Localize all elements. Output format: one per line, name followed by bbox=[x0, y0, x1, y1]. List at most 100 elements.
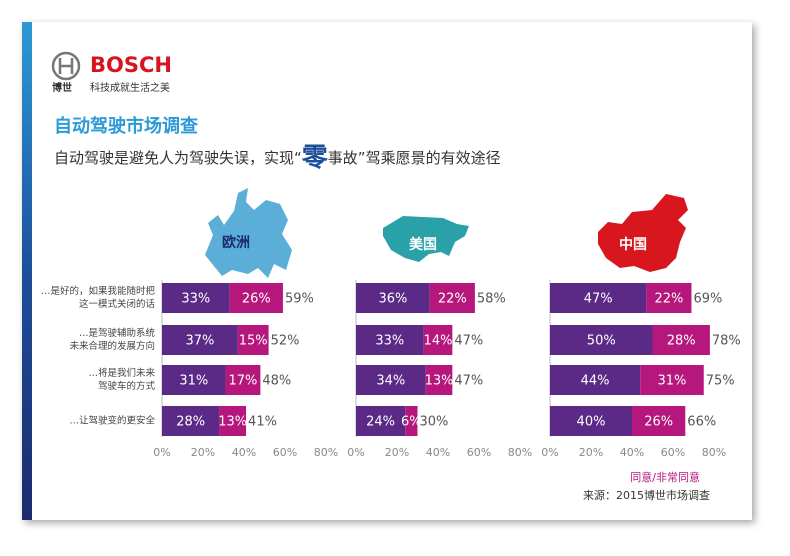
slogan: 科技成就生活之美 bbox=[90, 81, 170, 94]
map-europe bbox=[205, 188, 292, 278]
x-tick-label: 0% bbox=[153, 446, 170, 459]
x-tick-label: 0% bbox=[541, 446, 558, 459]
value-label: 47% bbox=[584, 292, 613, 307]
subtitle-part: 事故”驾乘愿景的有效途径 bbox=[328, 149, 501, 167]
value-label: 17% bbox=[229, 374, 258, 389]
subtitle-part: 自动驾驶是避免人为驾驶失误，实现“ bbox=[54, 149, 302, 167]
logo-armature bbox=[58, 58, 74, 74]
bar-segment bbox=[356, 325, 424, 355]
chart-title: 中国 bbox=[619, 236, 647, 253]
x-tick-label: 20% bbox=[191, 446, 215, 459]
category-label: 驾驶车的方式 bbox=[98, 380, 156, 392]
category-label: …将是我们未来 bbox=[88, 367, 155, 379]
value-label: 44% bbox=[581, 374, 610, 389]
logo-text: 博世 bbox=[52, 81, 72, 94]
bar-segment bbox=[237, 325, 269, 355]
side-strip bbox=[22, 22, 32, 520]
bar-segment bbox=[550, 283, 647, 313]
x-tick-label: 80% bbox=[508, 446, 532, 459]
map-usa bbox=[383, 216, 469, 262]
value-label: 26% bbox=[644, 415, 673, 430]
logo-ring bbox=[51, 51, 81, 81]
total-label: 47% bbox=[454, 334, 483, 349]
total-label: 48% bbox=[262, 374, 291, 389]
value-label: 13% bbox=[425, 374, 454, 389]
value-label: 15% bbox=[239, 334, 268, 349]
value-label: 50% bbox=[587, 334, 616, 349]
bar-segment bbox=[632, 406, 686, 436]
slide-title: 自动驾驶市场调查 bbox=[54, 115, 198, 137]
x-tick-label: 80% bbox=[702, 446, 726, 459]
category-label: …让驾驶变的更安全 bbox=[69, 415, 155, 427]
total-label: 75% bbox=[706, 374, 735, 389]
subtitle-emphasis: 零 bbox=[302, 143, 329, 173]
x-tick-label: 0% bbox=[347, 446, 364, 459]
bar-segment bbox=[550, 325, 653, 355]
brand: BOSCH bbox=[90, 53, 172, 77]
category-label: 这一模式关闭的话 bbox=[79, 298, 156, 310]
bar-segment bbox=[646, 283, 692, 313]
value-label: 24% bbox=[366, 415, 395, 430]
total-label: 30% bbox=[420, 415, 449, 430]
chart-title: 欧洲 bbox=[222, 234, 250, 251]
bar-segment bbox=[550, 406, 632, 436]
value-label: 33% bbox=[375, 334, 404, 349]
bar-segment bbox=[640, 365, 704, 395]
value-label: 31% bbox=[179, 374, 208, 389]
total-label: 41% bbox=[248, 415, 277, 430]
total-label: 52% bbox=[271, 334, 300, 349]
subtitle: 自动驾驶是避免人为驾驶失误，实现“零事故”驾乘愿景的有效途径 bbox=[54, 143, 501, 173]
value-label: 22% bbox=[654, 292, 683, 307]
source: 来源：2015博世市场调查 bbox=[583, 488, 710, 502]
category-label: …是驾驶辅助系统 bbox=[79, 327, 156, 339]
value-label: 14% bbox=[424, 334, 453, 349]
map-china bbox=[598, 194, 688, 272]
bar-segment bbox=[229, 283, 283, 313]
total-label: 47% bbox=[454, 374, 483, 389]
value-label: 36% bbox=[378, 292, 407, 307]
value-label: 40% bbox=[577, 415, 606, 430]
bar-segment bbox=[162, 325, 238, 355]
x-tick-label: 80% bbox=[314, 446, 338, 459]
bar-segment bbox=[652, 325, 710, 355]
value-label: 28% bbox=[176, 415, 205, 430]
total-label: 66% bbox=[687, 415, 716, 430]
total-label: 69% bbox=[693, 292, 722, 307]
bar-segment bbox=[550, 365, 641, 395]
x-tick-label: 60% bbox=[273, 446, 297, 459]
legend: 同意/非常同意 bbox=[630, 470, 700, 484]
value-label: 34% bbox=[376, 374, 405, 389]
value-label: 37% bbox=[185, 334, 214, 349]
bar-segment bbox=[356, 283, 430, 313]
total-label: 58% bbox=[477, 292, 506, 307]
x-tick-label: 60% bbox=[661, 446, 685, 459]
x-tick-label: 40% bbox=[426, 446, 450, 459]
bar-segment bbox=[225, 365, 261, 395]
slide-frame bbox=[22, 22, 752, 520]
bar-segment bbox=[425, 365, 453, 395]
category-label: …是好的，如果我能随时把 bbox=[41, 285, 156, 297]
value-label: 26% bbox=[242, 292, 271, 307]
value-label: 6% bbox=[401, 415, 422, 430]
bar-segment bbox=[356, 406, 406, 436]
x-tick-label: 20% bbox=[579, 446, 603, 459]
chart-title: 美国 bbox=[409, 236, 437, 253]
total-label: 59% bbox=[285, 292, 314, 307]
bar-segment bbox=[429, 283, 475, 313]
bar-segment bbox=[162, 406, 220, 436]
bar-segment bbox=[405, 406, 418, 436]
bar-segment bbox=[356, 365, 426, 395]
total-label: 78% bbox=[712, 334, 741, 349]
bar-segment bbox=[162, 283, 230, 313]
value-label: 22% bbox=[438, 292, 467, 307]
bar-segment bbox=[219, 406, 247, 436]
x-tick-label: 40% bbox=[620, 446, 644, 459]
value-label: 13% bbox=[218, 415, 247, 430]
bar-segment bbox=[162, 365, 226, 395]
value-label: 31% bbox=[658, 374, 687, 389]
x-tick-label: 20% bbox=[385, 446, 409, 459]
value-label: 33% bbox=[181, 292, 210, 307]
x-tick-label: 60% bbox=[467, 446, 491, 459]
x-tick-label: 40% bbox=[232, 446, 256, 459]
